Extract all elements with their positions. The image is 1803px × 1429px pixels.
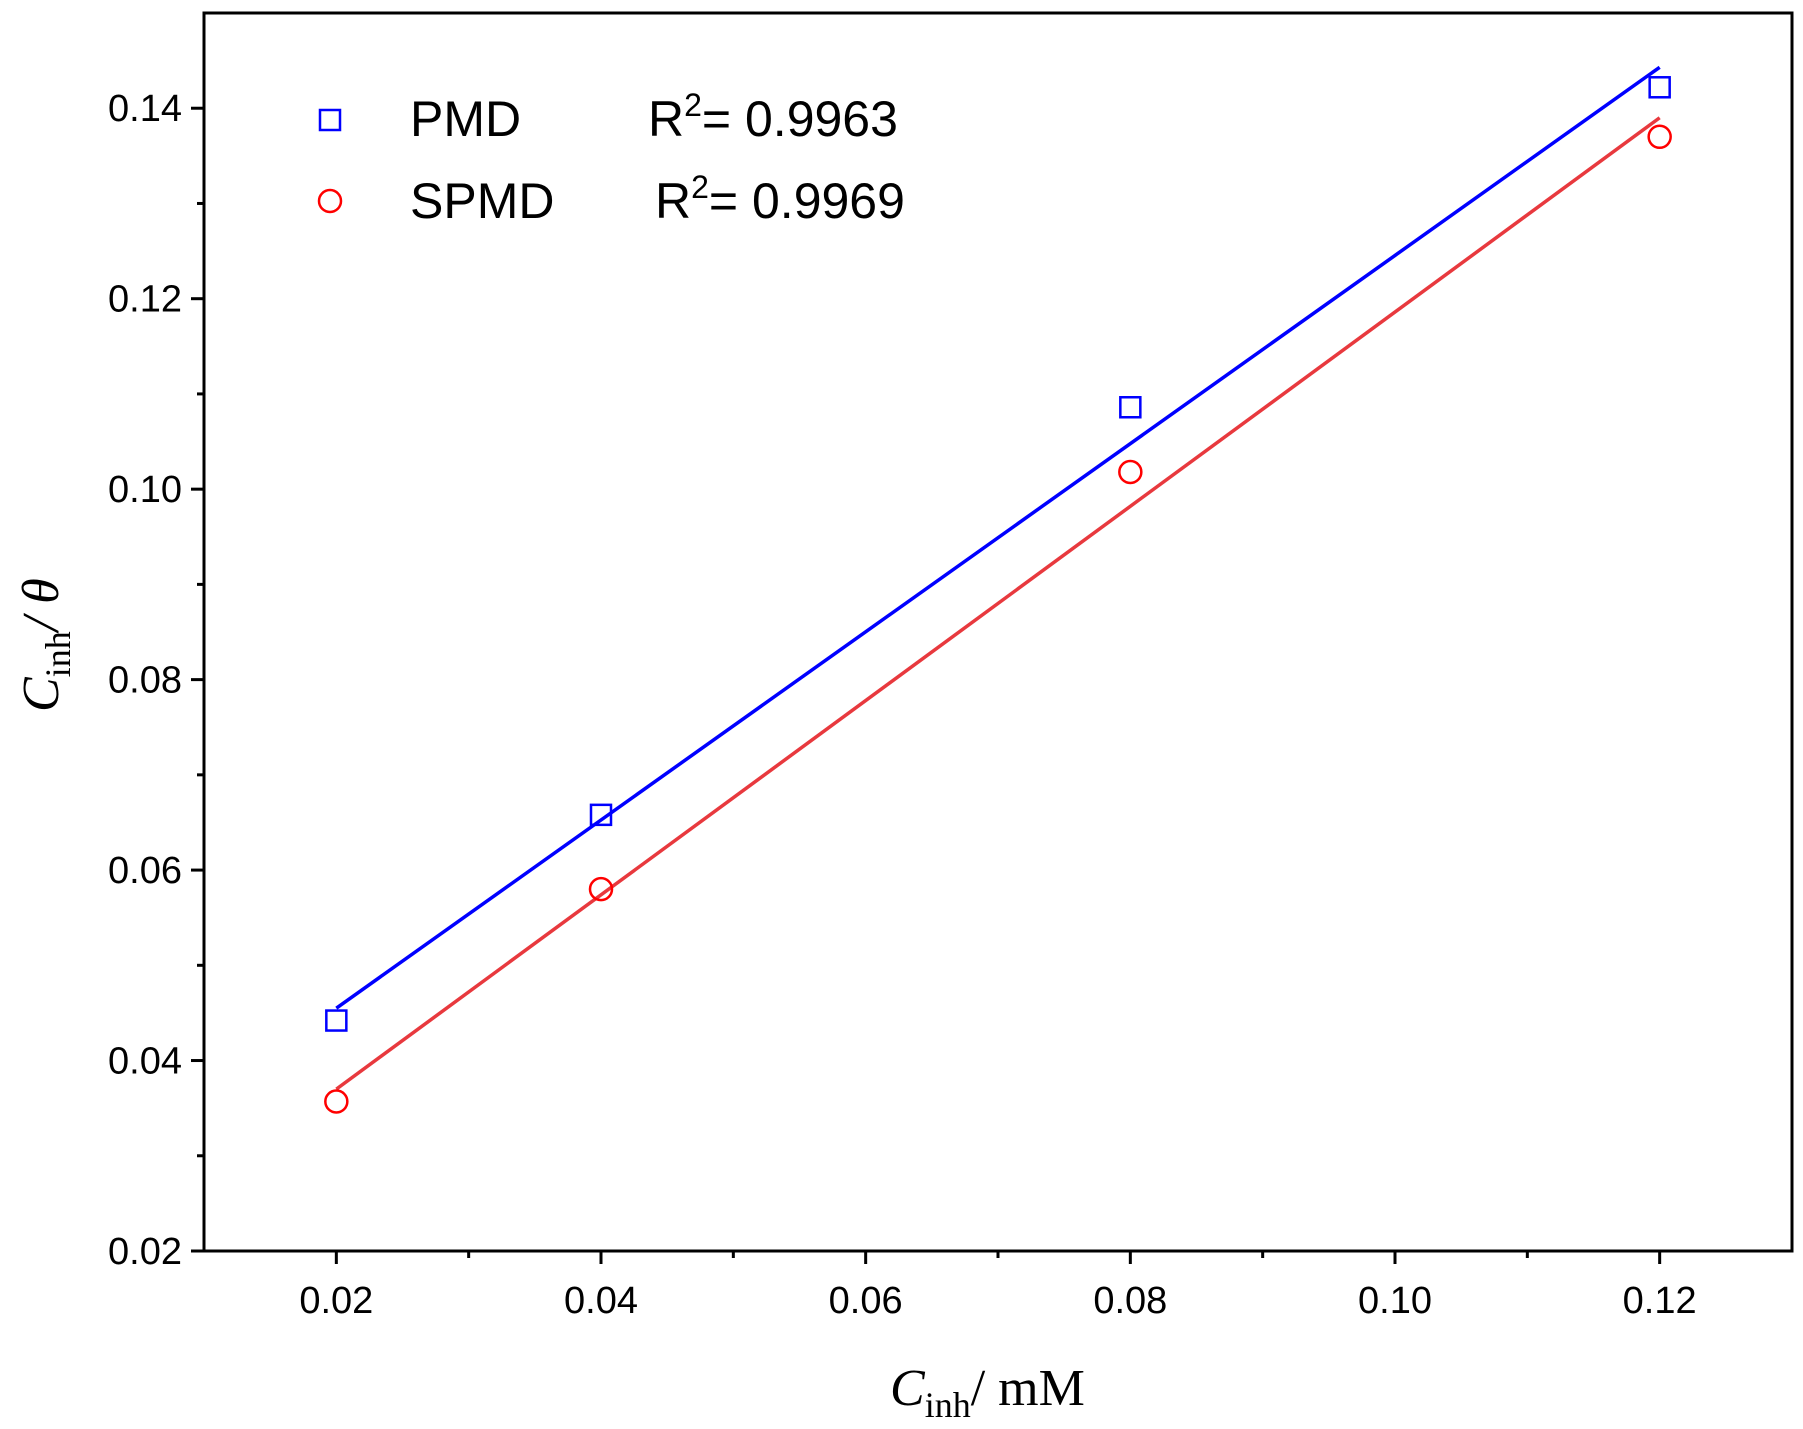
y-tick-label: 0.10 (108, 469, 182, 511)
y-axis-title-sub: inh (38, 631, 78, 677)
legend-r2-prefix-spmd: R (655, 173, 691, 229)
point-spmd (324, 1089, 349, 1114)
point-spmd (588, 876, 614, 902)
point-spmd (1118, 459, 1143, 485)
x-axis-title: Cinh/ mM (890, 1360, 1085, 1425)
x-tick-label: 0.06 (829, 1280, 903, 1322)
y-tick-label: 0.04 (108, 1041, 182, 1083)
fit-line-pmd (335, 65, 1661, 1010)
x-axis-title-rest: / mM (971, 1360, 1085, 1417)
legend-r2-prefix-pmd: R (648, 91, 684, 147)
x-tick-label: 0.02 (299, 1280, 373, 1322)
legend-r2-spmd: R2= 0.9969 (655, 169, 905, 229)
y-tick-label: 0.08 (108, 660, 182, 702)
point-spmd (1647, 124, 1672, 150)
y-axis-title-rest: / θ (13, 578, 70, 634)
legend-r2-pmd: R2= 0.9963 (648, 87, 898, 147)
x-axis-title-main: C (890, 1360, 926, 1417)
point-pmd (589, 803, 613, 827)
y-tick-label: 0.14 (108, 88, 182, 130)
point-pmd (1119, 396, 1142, 419)
y-axis-ticks: 0.02 0.04 0.06 0.08 0.10 0.12 0.14 (108, 88, 204, 1273)
y-tick-label: 0.02 (108, 1231, 182, 1273)
y-tick-label: 0.06 (108, 850, 182, 892)
legend-r2-value-spmd: = 0.9969 (709, 173, 905, 229)
legend-label-pmd: PMD (410, 91, 521, 147)
x-tick-label: 0.12 (1623, 1280, 1697, 1322)
legend-marker-pmd (318, 108, 342, 132)
legend-r2-value-pmd: = 0.9963 (702, 91, 898, 147)
data-points (324, 76, 1672, 1114)
point-pmd (325, 1009, 348, 1032)
x-tick-label: 0.08 (1093, 1280, 1167, 1322)
y-axis-title-main: C (13, 676, 70, 712)
x-axis-title-sub: inh (925, 1385, 971, 1425)
y-axis-title: Cinh/ θ (13, 578, 78, 712)
y-tick-label: 0.12 (108, 279, 182, 321)
legend: PMD R2= 0.9963 SPMD R2= 0.9969 (317, 87, 905, 229)
fit-line-spmd (335, 116, 1661, 1091)
fit-lines (335, 65, 1661, 1091)
legend-r2-exp-pmd: 2 (684, 87, 702, 123)
legend-marker-spmd (317, 188, 343, 214)
legend-r2-exp-spmd: 2 (691, 169, 709, 205)
point-pmd (1648, 76, 1671, 99)
legend-label-spmd: SPMD (410, 173, 554, 229)
x-axis-ticks: 0.02 0.04 0.06 0.08 0.10 0.12 (299, 1251, 1697, 1322)
x-tick-label: 0.10 (1358, 1280, 1432, 1322)
x-tick-label: 0.04 (564, 1280, 638, 1322)
